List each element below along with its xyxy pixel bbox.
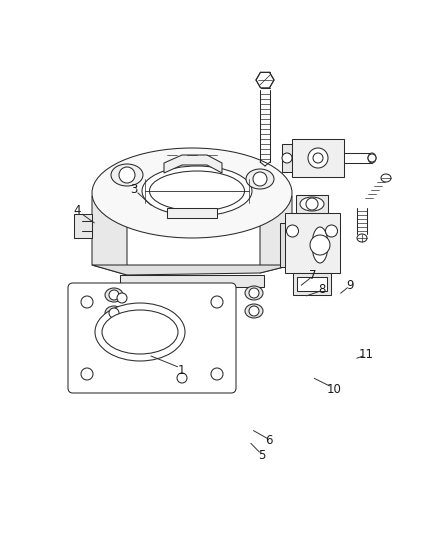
Circle shape xyxy=(81,296,93,308)
Circle shape xyxy=(282,153,292,163)
Bar xyxy=(296,195,328,213)
Circle shape xyxy=(253,172,267,186)
Circle shape xyxy=(325,225,338,237)
Ellipse shape xyxy=(95,303,185,361)
Ellipse shape xyxy=(149,171,244,211)
Polygon shape xyxy=(120,275,264,287)
Text: 7: 7 xyxy=(309,269,317,281)
FancyBboxPatch shape xyxy=(68,283,236,393)
Ellipse shape xyxy=(368,153,376,163)
Circle shape xyxy=(117,293,127,303)
Text: 3: 3 xyxy=(130,183,137,196)
Circle shape xyxy=(306,198,318,210)
Circle shape xyxy=(308,148,328,168)
Circle shape xyxy=(211,296,223,308)
Bar xyxy=(297,277,327,291)
Bar xyxy=(74,214,92,238)
Text: 11: 11 xyxy=(359,348,374,361)
Circle shape xyxy=(81,368,93,380)
Text: 1: 1 xyxy=(178,364,186,377)
Text: 6: 6 xyxy=(265,434,273,447)
Ellipse shape xyxy=(105,288,123,302)
Circle shape xyxy=(109,290,119,300)
Bar xyxy=(282,144,292,172)
Ellipse shape xyxy=(357,234,367,242)
Polygon shape xyxy=(164,155,222,173)
Polygon shape xyxy=(167,208,217,218)
Circle shape xyxy=(211,368,223,380)
Ellipse shape xyxy=(312,227,328,263)
Ellipse shape xyxy=(102,310,178,354)
Ellipse shape xyxy=(246,169,274,189)
Text: 9: 9 xyxy=(346,279,354,292)
Text: 8: 8 xyxy=(318,283,325,296)
Polygon shape xyxy=(256,72,274,88)
Circle shape xyxy=(310,235,330,255)
Ellipse shape xyxy=(300,197,324,211)
Text: 10: 10 xyxy=(326,383,341,395)
Circle shape xyxy=(177,373,187,383)
Bar xyxy=(293,273,331,295)
Circle shape xyxy=(109,308,119,318)
Circle shape xyxy=(249,288,259,298)
Polygon shape xyxy=(260,196,292,273)
Ellipse shape xyxy=(381,174,391,182)
Circle shape xyxy=(249,306,259,316)
Polygon shape xyxy=(92,265,292,275)
Ellipse shape xyxy=(142,166,252,216)
Bar xyxy=(285,213,339,273)
Circle shape xyxy=(368,154,376,162)
Circle shape xyxy=(119,167,135,183)
Ellipse shape xyxy=(245,304,263,318)
Bar xyxy=(280,223,286,267)
Circle shape xyxy=(313,153,323,163)
Ellipse shape xyxy=(245,286,263,300)
Circle shape xyxy=(286,225,299,237)
Text: 5: 5 xyxy=(258,449,265,462)
Bar xyxy=(292,139,344,177)
Ellipse shape xyxy=(92,148,292,238)
Bar xyxy=(282,227,320,263)
Ellipse shape xyxy=(105,306,123,320)
Polygon shape xyxy=(92,196,127,275)
Text: 4: 4 xyxy=(73,204,81,217)
Ellipse shape xyxy=(111,164,143,186)
